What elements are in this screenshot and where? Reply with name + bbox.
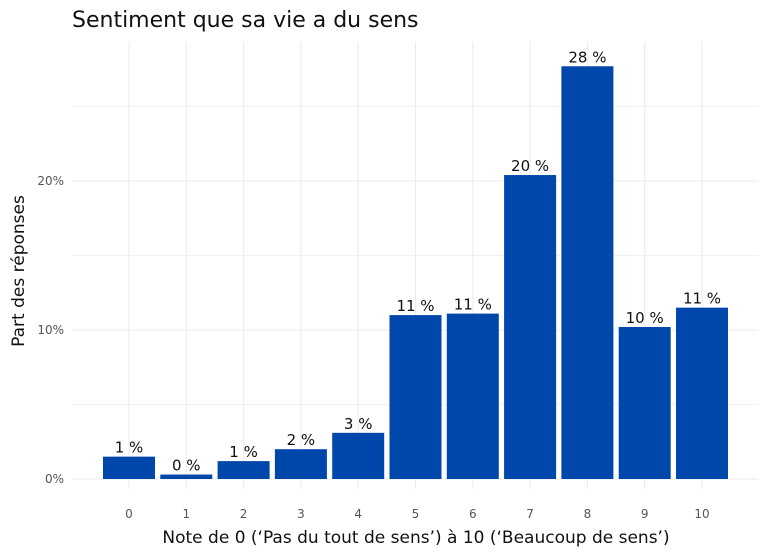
bar — [103, 456, 155, 479]
x-tick-label: 4 — [354, 507, 362, 521]
bar — [217, 461, 270, 479]
data-label: 1 % — [229, 443, 258, 461]
bar — [504, 175, 557, 480]
x-tick-label: 6 — [469, 507, 477, 521]
bar — [561, 66, 614, 480]
data-label: 28 % — [568, 48, 606, 66]
x-tick-label: 10 — [694, 507, 709, 521]
x-tick-label: 0 — [125, 507, 133, 521]
y-tick-label: 10% — [37, 323, 64, 337]
bar — [446, 313, 499, 479]
x-axis-ticks: 0 1 2 3 4 5 6 7 8 9 10 — [125, 507, 709, 521]
y-tick-label: 20% — [37, 174, 64, 188]
data-label: 2 % — [287, 431, 316, 449]
data-label: 1 % — [115, 439, 144, 457]
data-label: 0 % — [172, 457, 201, 475]
x-tick-label: 3 — [297, 507, 305, 521]
x-tick-label: 7 — [526, 507, 534, 521]
bar — [332, 432, 385, 479]
x-tick-label: 9 — [641, 507, 649, 521]
bar — [160, 474, 213, 479]
y-tick-label: 0% — [45, 472, 64, 486]
bar — [618, 327, 671, 479]
y-axis-ticks: 0% 10% 20% — [37, 174, 64, 486]
bar — [676, 307, 728, 479]
data-labels: 1 % 0 % 1 % 2 % 3 % 11 % 11 % 20 % 28 % 10 % 11 % — [115, 48, 721, 474]
x-tick-label: 5 — [412, 507, 420, 521]
data-label: 11 % — [396, 297, 434, 315]
data-label: 10 % — [626, 309, 664, 327]
data-label: 3 % — [344, 415, 373, 433]
x-tick-label: 2 — [240, 507, 248, 521]
data-label: 20 % — [511, 157, 549, 175]
bar — [389, 315, 442, 479]
bars — [103, 66, 728, 480]
x-axis-title: Note de 0 (‘Pas du tout de sens’) à 10 (… — [162, 528, 669, 548]
x-tick-label: 8 — [584, 507, 592, 521]
chart-title: Sentiment que sa vie a du sens — [72, 8, 419, 33]
y-axis-title: Part des réponses — [9, 195, 29, 347]
data-label: 11 % — [683, 290, 721, 308]
data-label: 11 % — [454, 296, 492, 314]
bar — [274, 449, 327, 479]
x-tick-label: 1 — [182, 507, 190, 521]
